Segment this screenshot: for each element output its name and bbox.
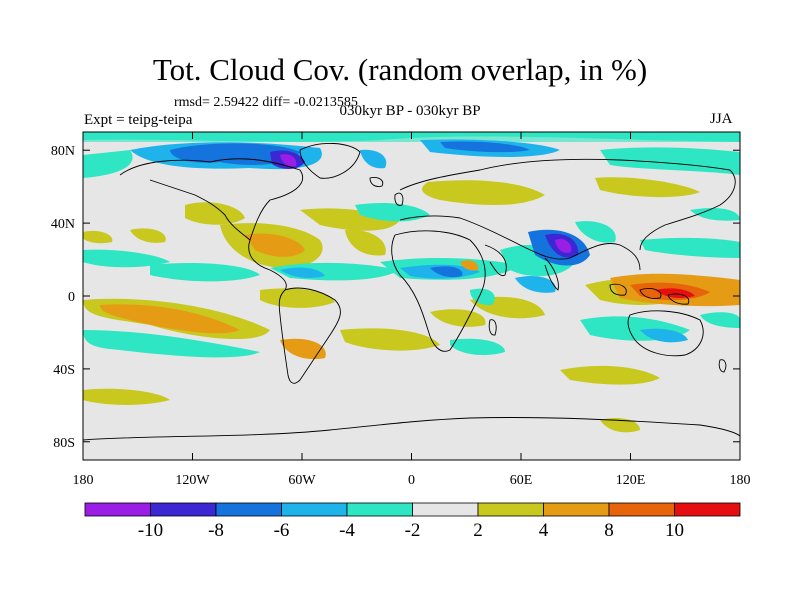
colorbar-label: 10 — [665, 520, 684, 541]
period-label: 030kyr BP - 030kyr BP — [339, 103, 481, 119]
x-tick-label: 120E — [616, 473, 646, 488]
y-tick-label: 80N — [51, 144, 75, 159]
colorbar-swatch — [150, 502, 217, 517]
x-tick-label: 120W — [175, 473, 210, 488]
chart-title: Tot. Cloud Cov. (random overlap, in %) — [152, 52, 648, 87]
colorbar-label: 8 — [604, 520, 614, 541]
colorbar-swatch — [543, 502, 610, 517]
colorbar-label: -2 — [405, 520, 421, 541]
colorbar-swatch — [477, 502, 544, 517]
experiment-label: Expt = teipg-teipa — [84, 112, 193, 128]
x-tick-label: 60E — [510, 473, 533, 488]
colorbar-swatch — [346, 502, 413, 517]
season-label: JJA — [710, 111, 733, 127]
x-tick-label: 0 — [408, 473, 415, 488]
colorbar-swatch — [215, 502, 282, 517]
colorbar-swatch — [84, 502, 151, 517]
x-axis: 180 120W 60W 0 60E 120E 180 — [73, 132, 751, 488]
stats-text: rmsd= 2.59422 diff= -0.0213585 — [174, 95, 358, 110]
y-tick-label: 40N — [51, 217, 75, 232]
colorbar-label: -8 — [208, 520, 224, 541]
colorbar-swatch — [608, 502, 675, 517]
y-tick-label: 40S — [53, 363, 75, 378]
x-tick-label: 180 — [730, 473, 751, 488]
y-tick-label: 0 — [68, 290, 75, 305]
y-axis: 80N 40N 0 40S 80S — [51, 144, 740, 451]
colorbar: -10 -8 -6 -4 -2 2 4 8 10 — [84, 502, 741, 541]
colorbar-swatch — [412, 502, 479, 517]
anomaly-fields — [83, 132, 740, 433]
y-tick-label: 80S — [53, 436, 75, 451]
colorbar-swatch — [281, 502, 348, 517]
colorbar-label: 2 — [473, 520, 483, 541]
colorbar-label: 4 — [539, 520, 549, 541]
x-tick-label: 60W — [288, 473, 316, 488]
colorbar-swatch — [674, 502, 741, 517]
colorbar-label: -6 — [274, 520, 290, 541]
colorbar-label: -10 — [138, 520, 163, 541]
x-tick-label: 180 — [73, 473, 94, 488]
colorbar-label: -4 — [339, 520, 355, 541]
coastlines — [83, 142, 740, 441]
